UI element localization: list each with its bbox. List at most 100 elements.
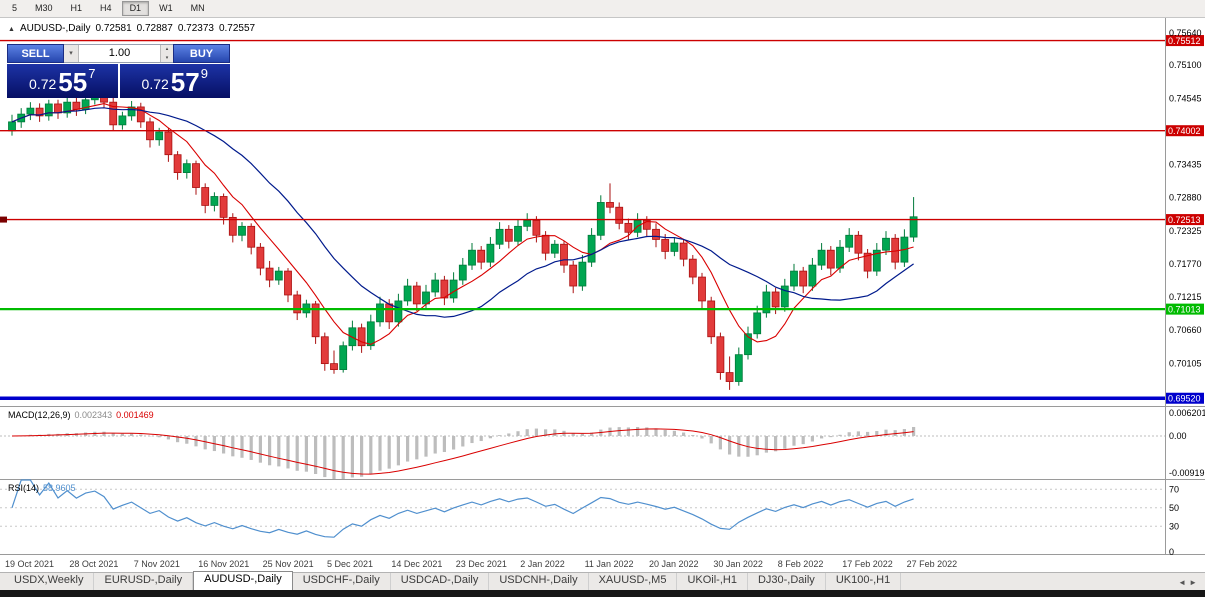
candle-body (661, 239, 670, 252)
chart-tab-ukoil-h1[interactable]: UKOil-,H1 (677, 573, 748, 590)
candle-body (394, 300, 403, 323)
candle-12 (118, 111, 127, 130)
candle-body (449, 279, 458, 299)
timeframe-button-m30[interactable]: M30 (35, 3, 53, 13)
chart-tab-usdchf-daily[interactable]: USDCHF-,Daily (293, 573, 391, 590)
buy-price-display[interactable]: 0.72 57 9 (119, 64, 230, 98)
chart-tab-xauusd-m5[interactable]: XAUUSD-,M5 (589, 573, 678, 590)
date-label: 25 Nov 2021 (263, 559, 314, 569)
chart-tab-eurusd-daily[interactable]: EURUSD-,Daily (94, 573, 194, 590)
candle-7 (72, 97, 81, 116)
date-label: 14 Dec 2021 (391, 559, 442, 569)
candle-body (532, 219, 541, 236)
candle-body (127, 106, 136, 117)
candle-body (8, 121, 16, 132)
candle-54 (504, 225, 513, 249)
volume-field[interactable]: ▾ 1.00 ▴ ▾ (64, 44, 173, 63)
candle-59 (550, 240, 559, 258)
candle-38 (357, 323, 366, 353)
candle-18 (173, 151, 182, 180)
sell-button[interactable]: SELL (7, 44, 64, 63)
candle-body (550, 243, 559, 254)
buy-button[interactable]: BUY (173, 44, 230, 63)
candle-62 (578, 254, 587, 291)
candle-body (228, 216, 237, 236)
date-label: 19 Oct 2021 (5, 559, 54, 569)
candle-51 (477, 246, 486, 270)
candle-body (790, 270, 798, 287)
candle-body (817, 249, 826, 266)
chart-tab-bar: USDX,Weekly EURUSD-,Daily AUDUSD-,Daily USD… (0, 571, 1205, 590)
candle-body (771, 291, 780, 308)
candle-43 (403, 278, 412, 306)
chart-collapse-icon[interactable]: ▲ (8, 26, 15, 33)
volume-input[interactable]: 1.00 (108, 47, 131, 59)
timeframe-button-h4[interactable]: H4 (100, 3, 112, 13)
candle-body (909, 216, 918, 238)
chart-tab-usdcnh-daily[interactable]: USDCNH-,Daily (489, 573, 589, 590)
timeframe-button-mn[interactable]: MN (190, 3, 205, 13)
chart-tab-audusd-daily[interactable]: AUDUSD-,Daily (193, 571, 293, 590)
candle-14 (136, 102, 145, 128)
chart-tab-uk100-h1[interactable]: UK100-,H1 (826, 573, 902, 590)
candle-body (311, 303, 320, 338)
sell-price-display[interactable]: 0.72 55 7 (7, 64, 118, 98)
price-axis-label: 0.75100 (1169, 60, 1202, 70)
volume-down-icon[interactable]: ▾ (160, 53, 173, 62)
candle-body (54, 103, 62, 114)
candle-body (569, 264, 578, 287)
timeframe-button-h1[interactable]: H1 (70, 3, 83, 13)
candle-body (357, 327, 366, 347)
candle-body (560, 243, 568, 266)
candle-95 (882, 231, 890, 255)
candle-76 (707, 296, 716, 344)
candle-30 (284, 268, 292, 303)
candle-body (486, 243, 495, 263)
price-label-box-0.75512 (1166, 35, 1204, 47)
chart-tab-usdcad-daily[interactable]: USDCAD-,Daily (391, 573, 490, 590)
candle-80 (744, 326, 752, 360)
candle-body (744, 333, 752, 356)
chart-tab-dj30-daily[interactable]: DJ30-,Daily (748, 573, 826, 590)
volume-up-icon[interactable]: ▴ (160, 45, 173, 54)
tab-scroll-left-icon[interactable]: ◄ (1178, 578, 1187, 587)
candle-body (274, 270, 283, 281)
timeframe-button-5[interactable]: 5 (12, 3, 18, 13)
candle-body (854, 234, 863, 254)
candle-body (477, 249, 486, 263)
timeframe-button-w1[interactable]: W1 (159, 3, 173, 13)
window-bottom-edge (0, 590, 1205, 597)
candle-body (652, 228, 660, 240)
rsi-axis-label: 0 (1169, 547, 1174, 557)
candle-body (284, 270, 292, 296)
date-label: 7 Nov 2021 (134, 559, 180, 569)
candle-61 (569, 260, 578, 294)
sell-price-big: 55 (58, 67, 88, 97)
candle-55 (514, 219, 522, 247)
timeframe-button-d1[interactable]: D1 (121, 1, 150, 16)
candle-body (845, 234, 854, 248)
candle-85 (790, 263, 798, 291)
sell-price-sup: 7 (88, 66, 96, 81)
chart-tab-usdx-weekly[interactable]: USDX,Weekly (4, 573, 95, 590)
sell-price-base: 0.72 (29, 76, 57, 92)
ohlc-high: 0.72887 (136, 23, 173, 34)
macd-name: MACD(12,26,9) (8, 410, 71, 420)
candle-body (265, 267, 274, 281)
tab-scroll-right-icon[interactable]: ► (1189, 578, 1197, 587)
rsi-name: RSI(14) (8, 483, 40, 493)
candle-body (422, 291, 430, 305)
candle-91 (845, 228, 854, 252)
candle-body (247, 225, 256, 248)
candle-body (826, 249, 835, 269)
price-axis-label: 0.72325 (1169, 226, 1202, 236)
candle-35 (330, 350, 338, 374)
macd-indicator-label: MACD(12,26,9) 0.002343 0.001469 (8, 410, 158, 420)
timeframe-toolbar: 5 M30 H1 H4 D1 W1 MN (0, 0, 1205, 18)
candle-13 (127, 100, 136, 121)
candle-body (366, 321, 375, 347)
volume-dropdown-icon[interactable]: ▾ (64, 45, 79, 62)
candle-63 (587, 228, 596, 267)
price-line-handle[interactable] (0, 216, 7, 223)
